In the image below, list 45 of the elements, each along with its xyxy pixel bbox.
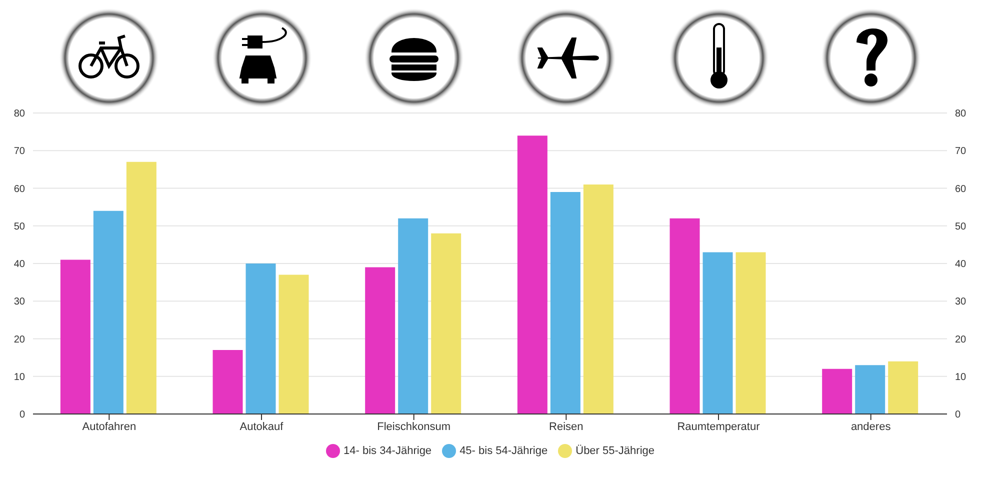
y2-tick-label: 50 (955, 221, 967, 232)
y2-tick-label: 60 (955, 184, 967, 195)
bar (212, 350, 243, 414)
bar (365, 267, 396, 414)
bar (431, 233, 462, 414)
bar (736, 252, 766, 414)
bar (583, 184, 614, 414)
y-tick-label: 40 (14, 259, 26, 270)
bar (822, 368, 852, 414)
y2-tick-label: 20 (955, 334, 967, 346)
x-tick-label: Raumtemperatur (677, 420, 760, 433)
y2-tick-label: 0 (955, 410, 961, 421)
legend-label: 14- bis 34-Jährige (344, 444, 432, 457)
y-tick-label: 10 (14, 372, 26, 383)
y-tick-label: 20 (14, 334, 26, 346)
bar (93, 210, 124, 414)
bar (888, 361, 918, 414)
bar (550, 192, 580, 414)
bar (398, 218, 428, 414)
y-tick-label: 80 (14, 108, 26, 120)
bar (517, 136, 548, 414)
bar (702, 252, 733, 414)
y-tick-label: 0 (19, 410, 26, 421)
legend-label: 45- bis 54-Jährige (460, 444, 548, 457)
x-tick-label: Reisen (549, 420, 584, 433)
y2-tick-label: 70 (955, 146, 967, 158)
x-tick-label: Fleischkonsum (377, 420, 451, 433)
y-tick-label: 50 (14, 221, 26, 232)
bar (60, 260, 90, 414)
x-tick-label: Autofahren (82, 420, 136, 433)
x-tick-label: anderes (850, 420, 892, 433)
bar (126, 162, 156, 414)
y2-tick-label: 30 (955, 296, 967, 308)
legend-label: Über 55-Jährige (576, 444, 654, 457)
bar (670, 218, 700, 414)
y-tick-label: 30 (14, 296, 26, 308)
y-tick-label: 60 (14, 184, 26, 195)
bar (278, 274, 309, 414)
bar (855, 365, 886, 414)
x-tick-label: Autokauf (240, 420, 284, 433)
y-tick-label: 70 (14, 146, 26, 158)
y2-tick-label: 80 (955, 108, 967, 120)
bar (246, 264, 276, 414)
y2-tick-label: 10 (955, 372, 967, 383)
y2-tick-label: 40 (955, 259, 967, 270)
